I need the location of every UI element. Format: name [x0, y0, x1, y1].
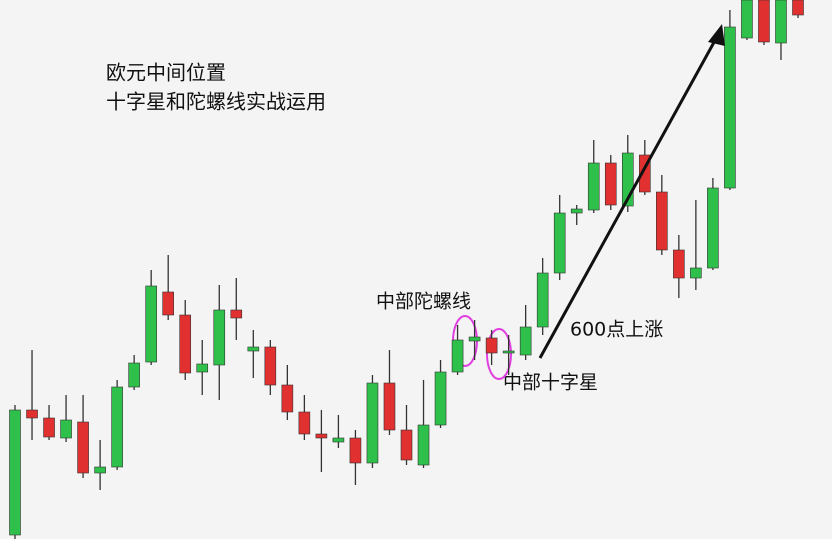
candle-body — [213, 309, 226, 366]
candle-body — [553, 212, 566, 274]
annotation: 中部陀螺线 — [376, 291, 471, 313]
candle-body — [434, 371, 447, 426]
candle-body — [43, 417, 55, 438]
highlight-circle — [486, 328, 512, 380]
candle-body — [77, 421, 89, 474]
candle-body — [656, 191, 668, 251]
candle-body — [451, 339, 464, 373]
candle-body — [724, 26, 736, 189]
candle-body — [349, 437, 362, 464]
candle-body — [673, 249, 685, 279]
annotation: 600点上涨 — [570, 319, 663, 341]
candle-body — [621, 152, 634, 207]
candle-body — [758, 0, 770, 43]
candle-body — [162, 291, 174, 316]
candle-body — [502, 350, 515, 354]
candles — [9, 0, 804, 539]
candle-body — [128, 362, 140, 388]
candle-body — [315, 433, 328, 439]
candle-body — [604, 162, 617, 206]
candle-body — [775, 0, 787, 44]
candle-body — [707, 187, 719, 269]
candle-body — [383, 382, 396, 431]
candle-body — [639, 154, 651, 193]
candle-body — [247, 346, 260, 352]
candle-body — [230, 309, 243, 319]
candle-body — [570, 208, 583, 214]
candle-body — [298, 411, 311, 435]
candle-body — [690, 267, 702, 279]
candle-body — [400, 429, 413, 461]
candle-body — [417, 424, 430, 466]
chart-title: 欧元中间位置 — [106, 61, 226, 85]
candle-body — [94, 466, 106, 474]
candle-body — [792, 0, 804, 16]
trend-arrow — [538, 34, 720, 359]
candle-body — [741, 0, 753, 39]
candle-body — [366, 382, 379, 464]
chart-subtitle: 十字星和陀螺线实战运用 — [106, 90, 326, 114]
candle-body — [145, 285, 157, 363]
candle-body — [179, 314, 192, 374]
candle-body — [111, 386, 123, 468]
candle-body — [196, 363, 209, 373]
candle-body — [587, 162, 600, 211]
candle-body — [519, 326, 532, 356]
candle-body — [536, 272, 549, 328]
annotation: 中部十字星 — [503, 372, 598, 394]
candle-body — [485, 337, 498, 354]
candle-body — [264, 346, 277, 386]
candle-body — [332, 437, 345, 443]
candle-body — [26, 409, 38, 419]
candle-body — [281, 384, 294, 413]
candle-body — [468, 336, 481, 342]
candle-body — [9, 409, 21, 536]
candle-body — [60, 419, 72, 439]
arrow-head — [708, 24, 725, 46]
